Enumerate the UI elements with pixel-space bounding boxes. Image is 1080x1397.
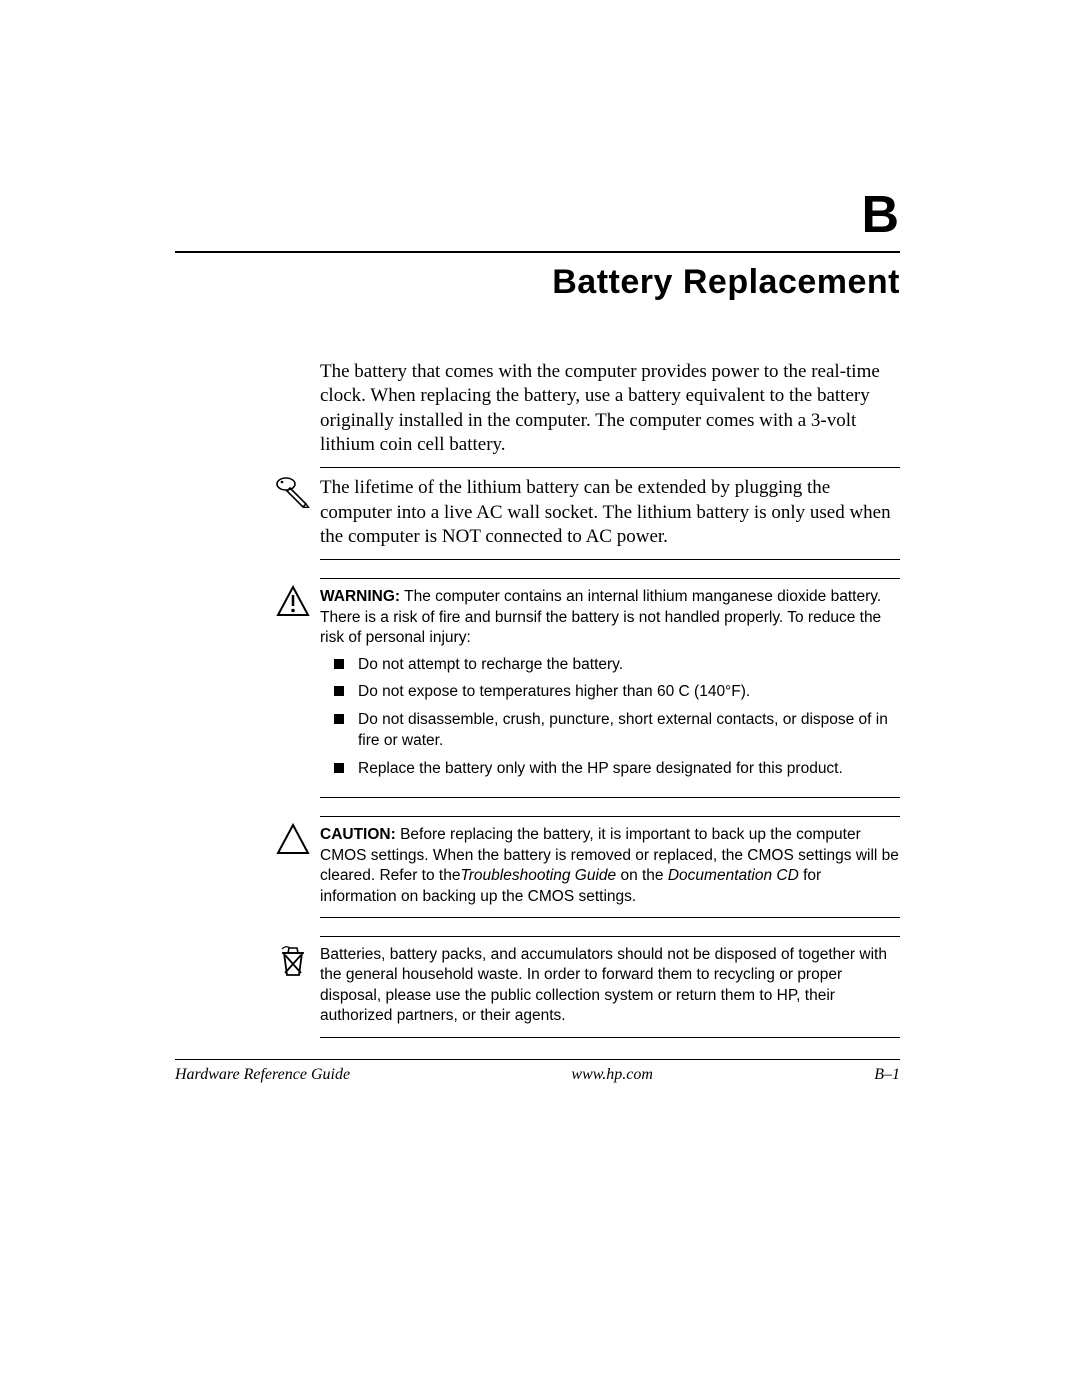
caution-label: CAUTION: [320,826,396,843]
title-rule [175,251,900,253]
page-footer: Hardware Reference Guide www.hp.com B–1 [175,1059,900,1084]
bullet-item: Do not attempt to recharge the battery. [334,655,900,676]
warning-label: WARNING: [320,588,400,605]
caution-mid: on the [616,867,668,884]
footer-row: Hardware Reference Guide www.hp.com B–1 [175,1066,900,1084]
content-column: The battery that comes with the computer… [320,360,900,1038]
warning-body: The computer contains an internal lithiu… [320,588,881,646]
warning-text: WARNING: The computer contains an intern… [320,587,900,648]
pencil-note-icon [276,474,310,508]
bullet-item: Do not expose to temperatures higher tha… [334,682,900,703]
warning-icon [276,585,310,619]
chapter-title: Battery Replacement [175,263,900,302]
caution-icon [276,823,310,857]
caution-text: CAUTION: Before replacing the battery, i… [320,825,900,907]
page-content: B Battery Replacement The battery that c… [175,185,900,1056]
recycle-block: Batteries, battery packs, and accumulato… [320,936,900,1038]
caution-italic-1: Troubleshooting Guide [460,867,616,884]
pencil-note-text: The lifetime of the lithium battery can … [320,476,900,549]
caution-block: CAUTION: Before replacing the battery, i… [320,816,900,918]
warning-block: WARNING: The computer contains an intern… [320,578,900,798]
intro-paragraph: The battery that comes with the computer… [320,360,900,457]
bullet-item: Do not disassemble, crush, puncture, sho… [334,710,900,752]
appendix-letter: B [175,185,900,245]
footer-rule [175,1059,900,1060]
warning-bullets: Do not attempt to recharge the battery. … [334,655,900,781]
footer-right: B–1 [874,1066,900,1084]
footer-center: www.hp.com [571,1066,652,1084]
bullet-item: Replace the battery only with the HP spa… [334,759,900,780]
caution-italic-2: Documentation CD [668,867,799,884]
recycle-text: Batteries, battery packs, and accumulato… [320,945,900,1027]
note-block-pencil: The lifetime of the lithium battery can … [320,467,900,560]
recycle-bin-icon [276,943,310,977]
footer-left: Hardware Reference Guide [175,1066,350,1084]
